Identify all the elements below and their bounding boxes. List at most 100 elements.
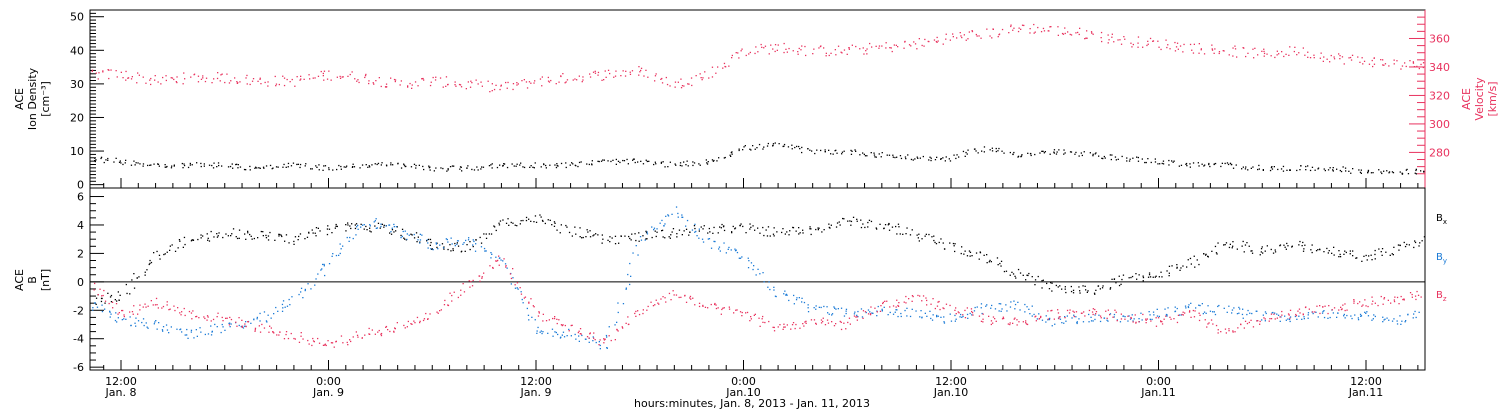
by-point bbox=[955, 318, 957, 320]
by-point bbox=[1088, 313, 1090, 316]
by-point bbox=[1256, 310, 1258, 312]
density-point bbox=[459, 168, 461, 170]
bx-point bbox=[654, 230, 656, 232]
density-point bbox=[1041, 150, 1043, 152]
bz-point bbox=[577, 331, 579, 334]
bx-point bbox=[1011, 271, 1013, 273]
density-point bbox=[1282, 165, 1285, 168]
bx-point bbox=[1189, 257, 1192, 260]
bx-point bbox=[281, 235, 283, 238]
velocity-point bbox=[798, 47, 800, 50]
velocity-point bbox=[949, 39, 951, 41]
bz-point bbox=[519, 287, 521, 289]
bz-point bbox=[958, 312, 960, 314]
bz-point bbox=[772, 326, 774, 328]
bx-point bbox=[551, 224, 553, 226]
by-point bbox=[393, 226, 395, 228]
bz-point bbox=[853, 315, 856, 317]
by-point bbox=[1128, 315, 1130, 317]
bx-point bbox=[498, 222, 500, 224]
density-point bbox=[660, 162, 662, 164]
velocity-point bbox=[534, 80, 536, 82]
by-point bbox=[728, 246, 730, 249]
density-point bbox=[824, 151, 826, 153]
by-point bbox=[114, 319, 117, 322]
density-point bbox=[841, 151, 844, 153]
velocity-point bbox=[252, 78, 255, 80]
bx-point bbox=[762, 226, 764, 229]
bx-point bbox=[579, 236, 581, 238]
bz-point bbox=[1362, 304, 1364, 306]
by-point bbox=[768, 281, 770, 283]
velocity-point bbox=[971, 30, 973, 32]
bz-point bbox=[1127, 315, 1129, 317]
velocity-point bbox=[1396, 60, 1398, 62]
bx-point bbox=[177, 247, 179, 249]
bz-point bbox=[1380, 295, 1382, 298]
density-point bbox=[100, 157, 102, 160]
bz-point bbox=[831, 321, 833, 323]
bz-point bbox=[694, 304, 696, 306]
bx-point bbox=[1082, 285, 1084, 287]
by-point bbox=[404, 230, 406, 232]
bx-point bbox=[676, 236, 678, 238]
by-point bbox=[924, 312, 926, 314]
velocity-point bbox=[1010, 24, 1012, 26]
bx-point bbox=[1048, 288, 1051, 290]
bx-point bbox=[1272, 252, 1275, 254]
bz-point bbox=[1365, 305, 1367, 307]
bottom-left-axis-title-line: [nT] bbox=[39, 269, 52, 291]
bz-point bbox=[460, 294, 462, 296]
bz-point bbox=[123, 315, 125, 318]
by-point bbox=[211, 330, 213, 332]
bx-point bbox=[370, 231, 372, 233]
by-point bbox=[456, 243, 458, 245]
density-point bbox=[1367, 170, 1369, 172]
by-point bbox=[644, 239, 646, 241]
density-point bbox=[181, 162, 183, 165]
bz-point bbox=[1035, 315, 1037, 317]
bx-point bbox=[1349, 250, 1351, 252]
bz-point bbox=[180, 314, 182, 316]
bz-point bbox=[161, 307, 163, 309]
by-point bbox=[767, 286, 769, 288]
bx-point bbox=[867, 221, 869, 224]
by-point bbox=[1213, 311, 1215, 313]
density-point bbox=[854, 149, 856, 151]
density-point bbox=[1245, 166, 1247, 168]
by-point bbox=[1113, 316, 1115, 318]
bz-point bbox=[1403, 299, 1405, 301]
by-point bbox=[937, 315, 939, 317]
bz-point bbox=[621, 326, 623, 328]
bz-point bbox=[926, 299, 928, 302]
bx-point bbox=[377, 222, 380, 224]
density-point bbox=[1141, 158, 1143, 160]
density-point bbox=[962, 150, 965, 153]
by-point bbox=[981, 312, 983, 315]
bz-point bbox=[548, 319, 550, 321]
by-point bbox=[971, 314, 973, 316]
bz-point bbox=[702, 305, 704, 307]
density-point bbox=[322, 169, 324, 171]
density-point bbox=[1111, 154, 1113, 156]
bz-point bbox=[93, 289, 95, 291]
bx-point bbox=[961, 246, 963, 248]
bz-point bbox=[898, 302, 900, 304]
bz-point bbox=[1308, 308, 1310, 310]
velocity-point bbox=[680, 87, 683, 89]
velocity-point bbox=[711, 76, 714, 78]
bx-point bbox=[661, 229, 664, 231]
bz-point bbox=[528, 302, 530, 304]
by-point bbox=[557, 333, 559, 336]
by-point bbox=[400, 236, 402, 239]
bx-point bbox=[525, 219, 528, 222]
by-point bbox=[1209, 310, 1212, 312]
bx-point bbox=[624, 235, 626, 237]
by-point bbox=[158, 322, 160, 324]
by-point bbox=[1344, 317, 1346, 319]
bx-point bbox=[449, 244, 451, 246]
by-point bbox=[356, 226, 358, 228]
velocity-point bbox=[1166, 46, 1168, 49]
by-point bbox=[1188, 304, 1190, 306]
velocity-point bbox=[245, 77, 247, 79]
